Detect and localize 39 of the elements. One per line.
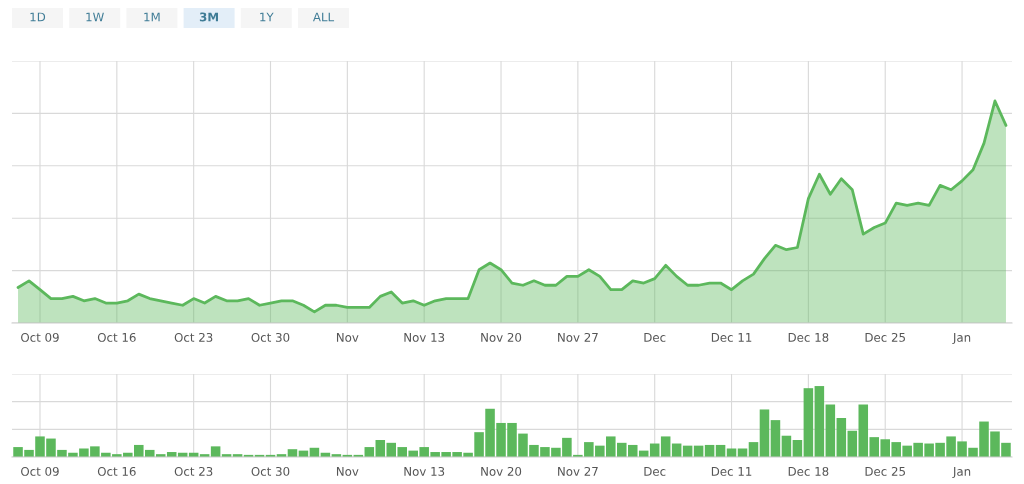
text: 1W <box>86 12 104 22</box>
x-tick-label: Nov <box>336 467 359 476</box>
x-tick-label: Nov 20 <box>481 466 522 476</box>
x-tick-label: Dec 25 <box>865 332 905 342</box>
text: 1M <box>144 12 160 22</box>
text: 1D <box>30 12 46 22</box>
bar <box>825 404 836 457</box>
x-tick-label: Oct 09 <box>21 332 59 342</box>
x-tick-label: Oct 09 <box>21 466 59 476</box>
text: ALL <box>312 12 335 22</box>
x-tick-label: Dec 11 <box>711 333 752 342</box>
x-tick-label: Oct 16 <box>97 332 136 342</box>
x-tick-label: Oct 16 <box>97 466 136 476</box>
x-tick-label: Dec <box>644 467 666 476</box>
bar <box>836 417 847 457</box>
x-tick-label: Nov 13 <box>404 332 445 342</box>
x-tick-label: Jan <box>952 333 971 345</box>
x-tick-label: Dec 18 <box>788 332 829 342</box>
x-tick-label: Oct 30 <box>251 332 290 342</box>
x-tick-label: Dec <box>644 333 666 342</box>
bar <box>814 386 825 457</box>
x-tick-label: Jan <box>952 467 971 479</box>
bar <box>759 409 770 457</box>
text: 1Y <box>260 12 274 22</box>
text: 3M <box>199 12 218 22</box>
x-tick-label: Nov 13 <box>404 466 445 476</box>
x-tick-label: Dec 25 <box>865 466 905 476</box>
x-tick-label: Nov 20 <box>481 332 522 342</box>
bar <box>660 436 671 457</box>
x-tick-label: Oct 23 <box>174 466 213 476</box>
x-tick-label: Dec 18 <box>788 466 829 476</box>
x-tick-label: Dec 11 <box>711 467 752 476</box>
bar <box>770 420 781 457</box>
x-tick-label: Oct 23 <box>174 332 213 342</box>
x-tick-label: Oct 30 <box>251 466 290 476</box>
x-tick-label: Nov <box>336 333 359 342</box>
bar <box>803 388 814 457</box>
x-tick-label: Nov 27 <box>558 466 598 476</box>
x-tick-label: Nov 27 <box>558 332 598 342</box>
